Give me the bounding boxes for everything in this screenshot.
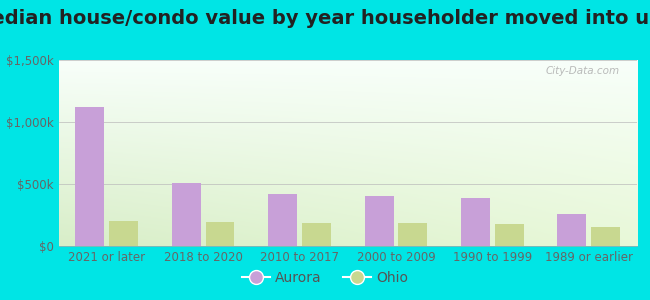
Bar	[398, 223, 427, 246]
Text: City-Data.com: City-Data.com	[545, 66, 619, 76]
Bar	[302, 223, 331, 246]
Bar	[592, 227, 620, 246]
Bar	[205, 222, 235, 246]
Text: Median house/condo value by year householder moved into unit: Median house/condo value by year househo…	[0, 9, 650, 28]
Bar	[75, 106, 104, 246]
Bar	[109, 220, 138, 246]
Bar	[172, 183, 201, 246]
Bar	[365, 196, 393, 246]
Bar	[461, 198, 490, 246]
Bar	[268, 194, 297, 246]
Bar	[558, 214, 586, 246]
Legend: Aurora, Ohio: Aurora, Ohio	[237, 265, 413, 290]
Bar	[495, 224, 524, 246]
